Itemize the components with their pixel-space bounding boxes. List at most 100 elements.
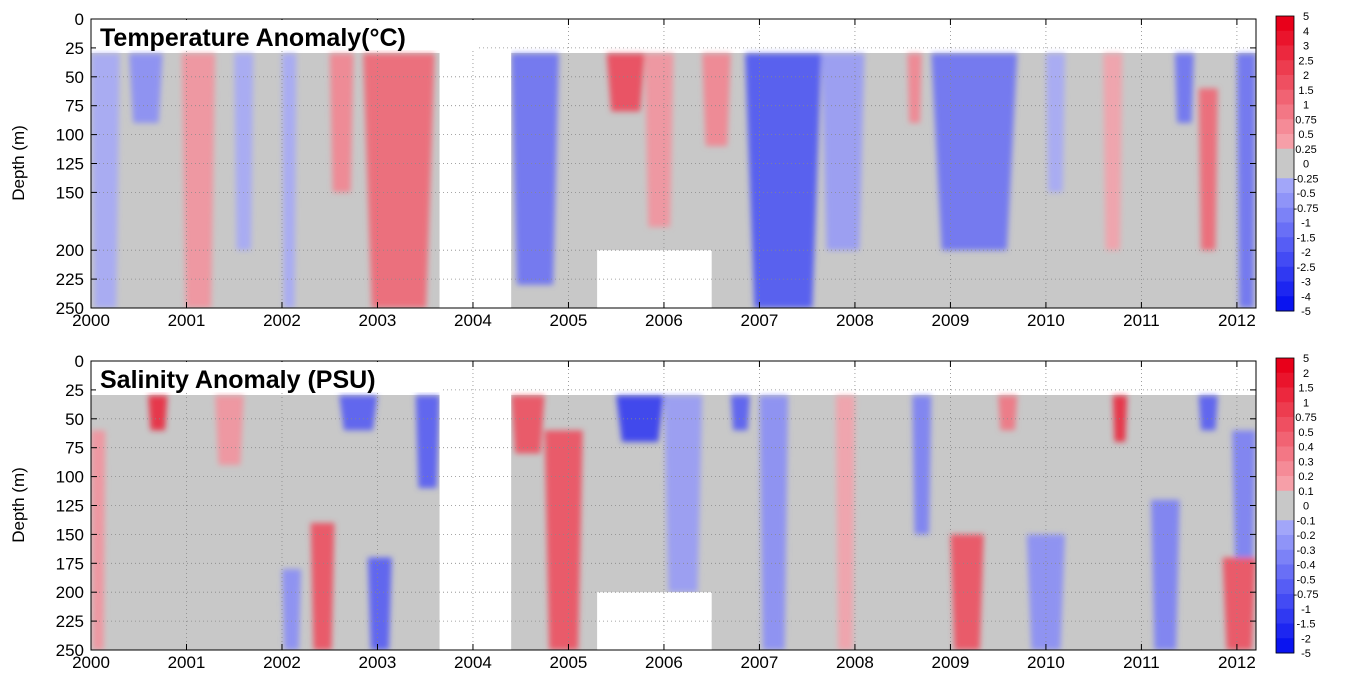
salinity-colorbar: 5 2 1.5 1 0.75 0.5 0.4 0.3 0.2 0.1 0 -0.1 -0.2 -0.3 -0… <box>1275 353 1319 660</box>
salinity-colorbar-segment <box>1276 358 1294 374</box>
temperature-x-tick-label: 2004 <box>454 311 492 330</box>
salinity-anomaly-patch <box>339 395 378 431</box>
salinity-anomaly-patch <box>759 395 789 650</box>
salinity-colorbar-label: -0.1 <box>1297 515 1316 527</box>
salinity-colorbar-label: -0.3 <box>1297 545 1316 557</box>
temperature-y-tick-label: 50 <box>65 68 84 87</box>
salinity-y-axis: 0 25 50 75 100 125 150 175 200 225 250 <box>56 352 1256 660</box>
temperature-anomaly-patch <box>907 53 922 124</box>
temperature-anomaly-patch <box>329 53 354 193</box>
salinity-colorbar-label: -2 <box>1301 633 1311 645</box>
salinity-colorbar-segment <box>1276 608 1294 624</box>
temperature-x-tick-label: 2006 <box>645 311 683 330</box>
salinity-colorbar-frame <box>1275 357 1295 654</box>
temperature-colorbar-label: -2 <box>1301 247 1311 259</box>
temperature-plot-area <box>91 19 1256 308</box>
salinity-colorbar-label: 0.75 <box>1295 412 1316 424</box>
salinity-x-tick-label: 2008 <box>836 653 874 672</box>
temperature-y-tick-label: 100 <box>56 126 84 145</box>
salinity-colorbar-segment <box>1276 490 1294 506</box>
salinity-anomaly-patch <box>544 430 583 650</box>
temperature-y-tick-label: 250 <box>56 299 84 318</box>
salinity-colorbar-segment <box>1276 520 1294 536</box>
salinity-colorbar-label: 1 <box>1303 397 1309 409</box>
temperature-colorbar-label: 1.5 <box>1298 85 1313 97</box>
salinity-colorbar-segment <box>1276 579 1294 595</box>
salinity-anomaly-features <box>91 395 1256 650</box>
temperature-colorbar-label: -0.25 <box>1293 173 1318 185</box>
salinity-colorbar-label: -0.2 <box>1297 530 1316 542</box>
salinity-x-tick-label: 2004 <box>454 653 492 672</box>
temperature-colorbar-segment <box>1276 266 1294 282</box>
temperature-anomaly-patch <box>91 53 120 308</box>
salinity-plot-area <box>91 361 1256 650</box>
temperature-x-tick-label: 2010 <box>1027 311 1065 330</box>
temperature-colorbar-label: 0 <box>1303 159 1309 171</box>
salinity-x-axis: 2000 2001 2002 2003 2004 2005 2006 2007 2008 2009… <box>72 361 1256 672</box>
salinity-anomaly-patch <box>511 395 545 454</box>
temperature-anomaly-features <box>91 53 1256 308</box>
salinity-y-tick-label: 175 <box>56 554 84 573</box>
salinity-anomaly-patch <box>616 395 664 442</box>
salinity-anomaly-patch <box>415 395 440 489</box>
temperature-y-axis-label: Depth (m) <box>9 125 28 201</box>
temperature-y-tick-label: 225 <box>56 270 84 289</box>
salinity-anomaly-patch <box>835 395 855 650</box>
temperature-y-tick-label: 75 <box>65 97 84 116</box>
temperature-colorbar-segment <box>1276 148 1294 164</box>
salinity-colorbar-label: 0.1 <box>1298 486 1313 498</box>
salinity-colorbar-label: 2 <box>1303 368 1309 380</box>
temperature-colorbar: 5 4 3 2.5 2 1.5 1 0.75 0.5 0.25 0 -0.25 -0.5 -0.75 -1 -… <box>1275 11 1319 318</box>
salinity-colorbar-segment <box>1276 461 1294 477</box>
salinity-grid <box>91 361 1256 650</box>
salinity-y-tick-label: 225 <box>56 612 84 631</box>
temperature-title-backdrop <box>96 20 476 50</box>
salinity-colorbar-label: -0.4 <box>1297 560 1316 572</box>
temperature-colorbar-segment <box>1276 119 1294 135</box>
salinity-colorbar-label: 0.3 <box>1298 456 1313 468</box>
salinity-colorbar-label: -0.5 <box>1297 574 1316 586</box>
salinity-colorbar-label: 0.2 <box>1298 471 1313 483</box>
temperature-title: Temperature Anomaly(°C) <box>100 24 406 52</box>
temperature-anomaly-patch <box>1236 53 1256 308</box>
temperature-colorbar-label: 5 <box>1303 11 1309 23</box>
salinity-colorbar-label: -1 <box>1301 604 1311 616</box>
salinity-colorbar-segment <box>1276 476 1294 492</box>
temperature-colorbar-label: 1 <box>1303 100 1309 112</box>
temperature-anomaly-patch <box>234 53 254 251</box>
temperature-y-tick-label: 150 <box>56 183 84 202</box>
temperature-anomaly-patch <box>644 53 674 228</box>
salinity-anomaly-patch <box>1232 430 1256 558</box>
salinity-anomaly-patch <box>1150 499 1180 650</box>
salinity-anomaly-patch <box>281 569 302 650</box>
salinity-colorbar-segment <box>1276 564 1294 580</box>
salinity-x-tick-label: 2005 <box>550 653 588 672</box>
salinity-colorbar-segment <box>1276 594 1294 610</box>
temperature-colorbar-frame <box>1275 15 1295 312</box>
salinity-anomaly-patch <box>1198 395 1218 431</box>
temperature-x-tick-label: 2007 <box>741 311 779 330</box>
temperature-colorbar-segment <box>1276 163 1294 179</box>
salinity-colorbar-label: 0.5 <box>1298 427 1313 439</box>
salinity-colorbar-label: 0 <box>1303 501 1309 513</box>
temperature-anomaly-patch <box>281 53 297 308</box>
salinity-x-tick-label: 2003 <box>359 653 397 672</box>
salinity-colorbar-segment <box>1276 402 1294 418</box>
salinity-anomaly-patch <box>912 395 932 535</box>
salinity-anomaly-patch <box>91 430 106 650</box>
temperature-anomaly-patch <box>1045 53 1066 193</box>
temperature-x-tick-label: 2009 <box>932 311 970 330</box>
salinity-colorbar-label: 1.5 <box>1298 383 1313 395</box>
salinity-colorbar-label: 0.4 <box>1298 442 1313 454</box>
temperature-colorbar-label: 0.5 <box>1298 129 1313 141</box>
salinity-colorbar-segment <box>1276 431 1294 447</box>
salinity-colorbar-label: -5 <box>1301 648 1311 660</box>
salinity-y-tick-label: 75 <box>65 439 84 458</box>
temperature-anomaly-patch <box>702 53 731 147</box>
temperature-anomaly-patch <box>511 53 559 285</box>
temperature-colorbar-label: -4 <box>1301 291 1311 303</box>
salinity-colorbar-segment <box>1276 417 1294 433</box>
temperature-colorbar-segment <box>1276 207 1294 223</box>
salinity-y-tick-label: 125 <box>56 497 84 516</box>
temperature-y-tick-label: 0 <box>75 10 84 29</box>
